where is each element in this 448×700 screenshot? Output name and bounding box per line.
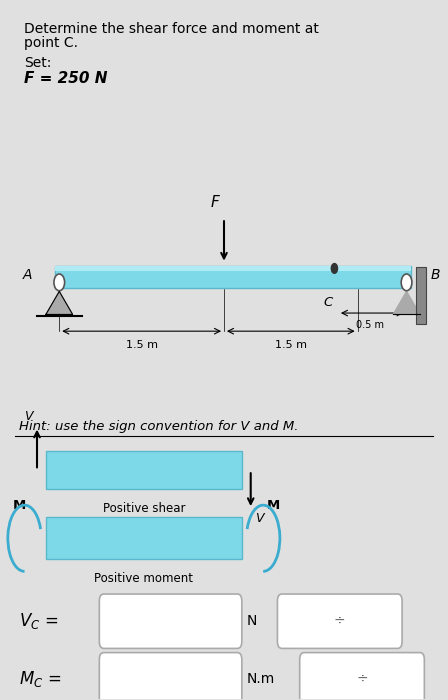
Text: 1.5 m: 1.5 m [125, 340, 158, 350]
FancyBboxPatch shape [55, 265, 411, 288]
Text: 1.5 m: 1.5 m [275, 340, 307, 350]
FancyBboxPatch shape [300, 652, 424, 700]
Circle shape [332, 263, 337, 273]
Polygon shape [46, 291, 73, 314]
FancyBboxPatch shape [55, 265, 411, 271]
Text: ÷: ÷ [334, 613, 345, 627]
FancyBboxPatch shape [46, 451, 242, 489]
Text: $M_C$ =: $M_C$ = [19, 669, 61, 689]
Text: Positive shear: Positive shear [103, 502, 185, 515]
Text: 0.5 m: 0.5 m [357, 320, 384, 330]
FancyBboxPatch shape [277, 594, 402, 648]
Polygon shape [393, 291, 420, 314]
Text: M: M [13, 499, 26, 512]
FancyBboxPatch shape [99, 594, 242, 648]
Text: N.m: N.m [246, 672, 275, 686]
FancyBboxPatch shape [46, 517, 242, 559]
Text: V: V [255, 512, 264, 525]
Text: Set:: Set: [24, 56, 51, 70]
Text: C: C [323, 296, 332, 309]
Text: M: M [267, 499, 280, 512]
FancyBboxPatch shape [416, 267, 426, 324]
Text: Determine the shear force and moment at: Determine the shear force and moment at [24, 22, 319, 36]
Text: A: A [23, 267, 33, 281]
Text: N: N [246, 613, 257, 627]
Text: F = 250 N: F = 250 N [24, 71, 107, 86]
Circle shape [54, 274, 65, 290]
Text: B: B [431, 267, 440, 281]
FancyBboxPatch shape [99, 652, 242, 700]
Text: Positive moment: Positive moment [95, 572, 194, 584]
Text: F: F [211, 195, 220, 210]
Text: ÷: ÷ [356, 672, 368, 686]
Text: point C.: point C. [24, 36, 78, 50]
Text: Hint: use the sign convention for V and M.: Hint: use the sign convention for V and … [19, 420, 299, 433]
Text: $V_C$ =: $V_C$ = [19, 610, 59, 631]
Circle shape [401, 274, 412, 290]
Text: V: V [24, 410, 33, 424]
